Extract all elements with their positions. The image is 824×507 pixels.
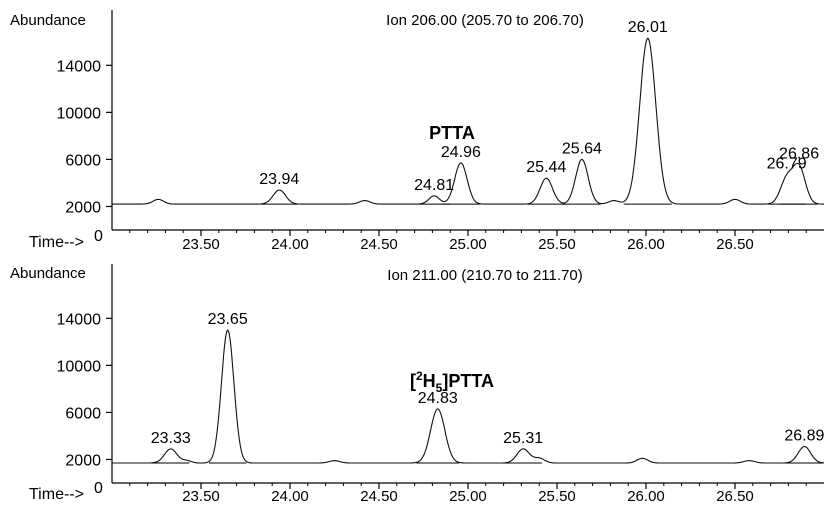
chromatogram-ion-206: 2000 6000 10000 14000 23.50 24.00 24.50 25.00 25…	[10, 10, 824, 253]
chart-title: Ion 206.00 (205.70 to 206.70)	[386, 12, 584, 29]
x-axis-label: Time-->	[29, 234, 84, 251]
x-tick-label: 26.00	[627, 488, 665, 505]
peak-label: 24.83	[418, 390, 458, 407]
peak-label: 25.64	[562, 140, 602, 157]
x-tick-label: 25.00	[449, 488, 487, 505]
compound-label-part: [	[410, 371, 416, 391]
compound-label-part: H	[423, 371, 436, 391]
peak-label: 23.33	[151, 430, 191, 447]
peak-label: 26.01	[628, 19, 668, 36]
x-axis-label: Time-->	[29, 486, 84, 503]
chromatogram-trace	[112, 329, 824, 464]
x-tick-label: 24.00	[271, 236, 309, 253]
peak-label: 23.94	[259, 171, 299, 188]
x-tick-label: 26.50	[716, 488, 754, 505]
y-tick-label: 10000	[57, 105, 102, 122]
x-tick-label: 25.50	[538, 488, 576, 505]
y-tick-label: 10000	[57, 358, 102, 375]
compound-label: PTTA	[429, 123, 475, 143]
x-tick-label: 24.50	[360, 236, 398, 253]
x-tick-label: 25.50	[538, 236, 576, 253]
compound-label-part: 5	[436, 381, 443, 395]
x-origin-label: 0	[94, 480, 103, 497]
x-origin-label: 0	[94, 228, 103, 245]
compound-label-part: ]PTTA	[442, 371, 494, 391]
x-tick-label: 23.50	[182, 236, 220, 253]
peak-label: 26.79	[767, 155, 807, 172]
y-axis-label: Abundance	[10, 265, 86, 282]
y-tick-label: 6000	[65, 405, 101, 422]
peak-label: 23.65	[208, 311, 248, 328]
y-tick-label: 6000	[65, 152, 101, 169]
y-tick-label: 2000	[65, 452, 101, 469]
x-tick-label: 23.50	[182, 488, 220, 505]
x-tick-label: 25.00	[449, 236, 487, 253]
x-tick-label: 26.00	[627, 236, 665, 253]
compound-label: [2H5]PTTA	[410, 369, 494, 395]
peak-label: 25.31	[503, 430, 543, 447]
chromatogram-ion-211: 2000 6000 10000 14000 23.50 24.00 24.50 25.00 25…	[10, 264, 824, 505]
peak-label: 24.96	[441, 144, 481, 161]
y-tick-label: 14000	[57, 311, 102, 328]
x-tick-label: 24.00	[271, 488, 309, 505]
peak-label: 26.89	[784, 428, 824, 445]
peak-label: 26.86	[779, 145, 819, 162]
chromatogram-trace	[112, 37, 824, 205]
chart-title: Ion 211.00 (210.70 to 211.70)	[387, 267, 582, 284]
x-tick-label: 26.50	[716, 236, 754, 253]
x-tick-label: 24.50	[360, 488, 398, 505]
y-tick-label: 2000	[65, 199, 101, 216]
y-tick-label: 14000	[57, 58, 102, 75]
compound-label-part: 2	[416, 369, 423, 383]
peak-label: 25.44	[526, 159, 566, 176]
peak-label: 24.81	[414, 177, 454, 194]
y-axis-label: Abundance	[10, 12, 86, 29]
